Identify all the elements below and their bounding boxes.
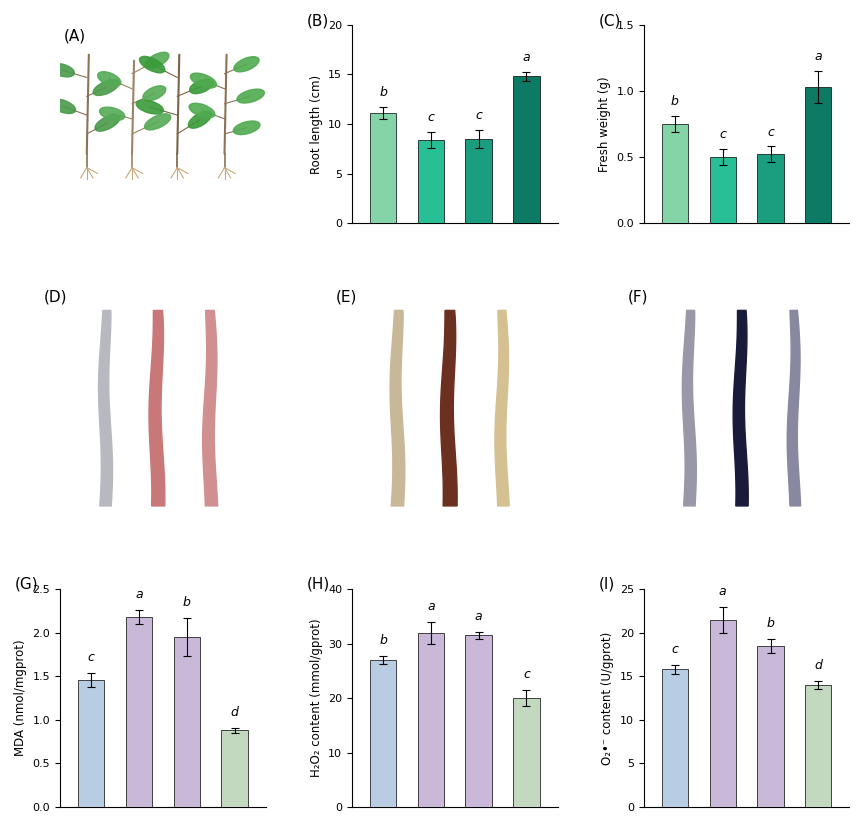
Text: b: b: [671, 95, 679, 108]
Bar: [758, 155, 783, 223]
Text: d: d: [814, 659, 822, 672]
Text: (C): (C): [599, 13, 621, 28]
Text: c: c: [767, 126, 774, 139]
Bar: [221, 730, 248, 807]
Bar: [370, 660, 396, 807]
Ellipse shape: [189, 111, 211, 128]
Text: b: b: [379, 634, 387, 647]
Polygon shape: [390, 310, 405, 506]
Text: (A): (A): [64, 29, 87, 44]
Text: (I): (I): [599, 576, 615, 591]
Bar: [126, 617, 152, 807]
Text: (G): (G): [15, 576, 39, 591]
Text: c: c: [88, 651, 94, 664]
Ellipse shape: [140, 57, 165, 73]
Ellipse shape: [136, 100, 163, 114]
Text: c: c: [475, 109, 482, 122]
Polygon shape: [149, 310, 165, 506]
Ellipse shape: [98, 72, 121, 87]
Polygon shape: [202, 310, 218, 506]
Bar: [466, 636, 492, 807]
Text: WT+NaCl: WT+NaCl: [133, 180, 157, 210]
Ellipse shape: [190, 73, 216, 88]
Text: a: a: [523, 51, 530, 63]
Bar: [418, 140, 444, 223]
Ellipse shape: [100, 107, 124, 121]
Polygon shape: [734, 310, 748, 506]
Bar: [710, 620, 736, 807]
Bar: [805, 685, 831, 807]
Text: c: c: [719, 128, 726, 141]
Bar: [513, 77, 540, 223]
Text: d: d: [231, 706, 239, 719]
Text: a: a: [135, 588, 142, 602]
Bar: [173, 637, 200, 807]
Bar: [513, 698, 540, 807]
Bar: [78, 680, 105, 807]
Text: b: b: [183, 597, 190, 609]
Polygon shape: [682, 310, 697, 506]
Polygon shape: [788, 310, 801, 506]
Bar: [758, 646, 783, 807]
Ellipse shape: [94, 80, 119, 96]
Ellipse shape: [145, 52, 169, 68]
Bar: [710, 157, 736, 223]
Y-axis label: H₂O₂ content (mmol/gprot): H₂O₂ content (mmol/gprot): [310, 619, 323, 777]
Text: a: a: [719, 585, 727, 598]
Text: c: c: [672, 643, 679, 656]
Text: b: b: [379, 87, 387, 99]
Text: (B): (B): [307, 13, 329, 28]
Bar: [805, 87, 831, 223]
Ellipse shape: [189, 103, 214, 118]
Bar: [418, 632, 444, 807]
Text: Transient OE Cqtrihelix23
+NaCl: Transient OE Cqtrihelix23 +NaCl: [220, 180, 281, 260]
Ellipse shape: [144, 114, 171, 130]
Polygon shape: [440, 310, 457, 506]
Text: (E): (E): [335, 290, 357, 305]
Ellipse shape: [95, 115, 120, 131]
Text: (H): (H): [307, 576, 330, 591]
Ellipse shape: [234, 57, 259, 72]
Text: a: a: [474, 611, 482, 623]
Bar: [662, 124, 688, 223]
Ellipse shape: [143, 86, 166, 101]
Bar: [466, 139, 492, 223]
Y-axis label: Root length (cm): Root length (cm): [310, 74, 323, 174]
Y-axis label: MDA (nmol/mgprot): MDA (nmol/mgprot): [14, 640, 27, 756]
Polygon shape: [495, 310, 509, 506]
Text: a: a: [814, 50, 822, 63]
Text: (D): (D): [44, 290, 67, 305]
Ellipse shape: [233, 121, 260, 135]
Ellipse shape: [237, 89, 264, 103]
Ellipse shape: [51, 99, 76, 113]
Text: c: c: [523, 668, 530, 681]
Bar: [662, 669, 688, 807]
Text: b: b: [766, 617, 775, 630]
Polygon shape: [99, 310, 112, 506]
Bar: [370, 113, 396, 223]
Y-axis label: Fresh weight (g): Fresh weight (g): [598, 77, 611, 172]
Text: a: a: [427, 600, 435, 613]
Text: (F): (F): [627, 290, 648, 305]
Text: EV+NaCl: EV+NaCl: [178, 180, 202, 209]
Y-axis label: O₂•⁻ content (U/gprot): O₂•⁻ content (U/gprot): [601, 631, 614, 765]
Ellipse shape: [51, 63, 75, 77]
Text: c: c: [427, 111, 434, 124]
Ellipse shape: [190, 79, 213, 94]
Text: WT: WT: [88, 180, 100, 192]
